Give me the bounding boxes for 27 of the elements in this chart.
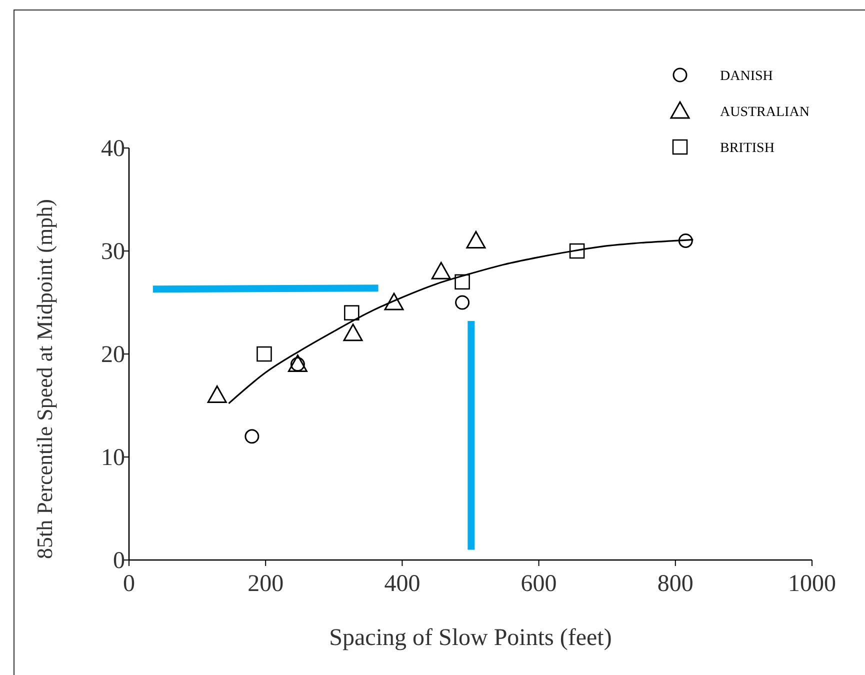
y-tick-label: 0 [113,548,125,574]
legend-label: DANISH [720,69,773,84]
y-tick-label: 20 [101,342,125,368]
point [244,429,260,444]
point [384,292,404,310]
point [455,295,470,310]
x-tick-label: 400 [384,571,420,597]
legend-label: AUSTRALIAN [720,105,810,120]
x-tick-label: 600 [520,571,557,597]
x-tick-label: 200 [248,571,284,597]
point [343,324,363,342]
y-tick-label: 30 [101,239,125,265]
x-axis-title: Spacing of Slow Points (feet) [329,625,612,651]
point [344,305,360,320]
point [569,243,585,259]
x-tick-label: 800 [657,571,694,597]
point [678,233,693,248]
y-tick-label: 10 [101,445,125,471]
y-tick-label: 40 [101,136,125,162]
y-axis-title: 85th Percentile Speed at Midpoint (mph) [32,199,57,559]
x-tick-label: 1000 [788,571,836,597]
legend-label: BRITISH [720,141,774,156]
point [454,274,470,290]
point [207,385,227,403]
point [466,230,486,248]
point [431,262,451,280]
point [256,346,272,362]
